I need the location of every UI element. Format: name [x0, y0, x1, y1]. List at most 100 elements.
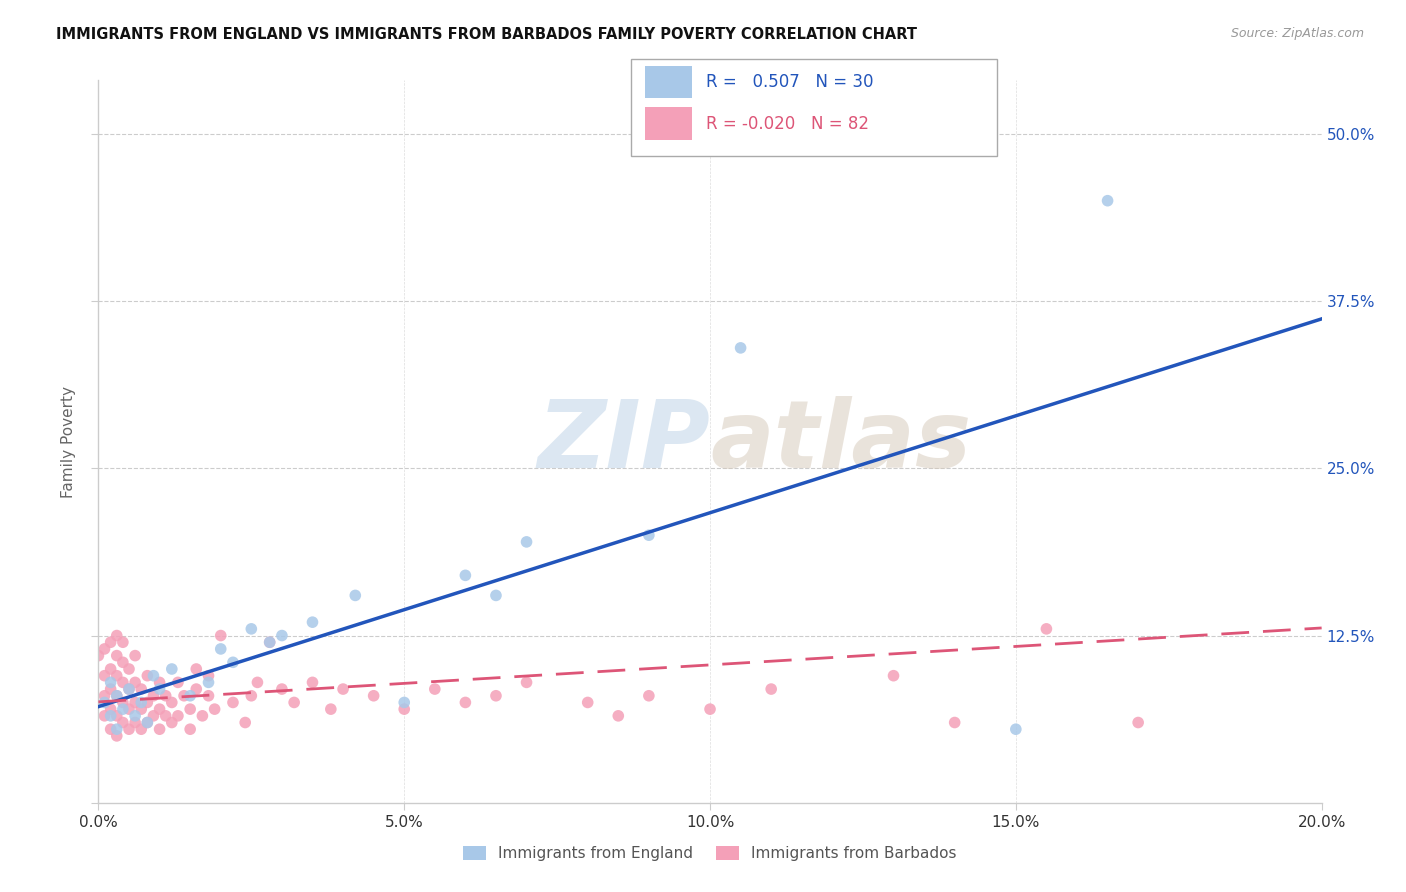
Point	[270, 628, 292, 642]
Point	[118, 662, 141, 676]
Point	[637, 689, 661, 703]
Point	[943, 715, 966, 730]
Point	[149, 702, 172, 716]
Point	[124, 675, 146, 690]
Point	[167, 675, 190, 690]
Point	[485, 589, 508, 603]
Point	[100, 675, 122, 690]
Text: atlas: atlas	[710, 395, 972, 488]
Point	[111, 696, 134, 710]
Point	[118, 681, 141, 696]
Point	[136, 669, 159, 683]
Bar	[645, 107, 692, 139]
Point	[344, 589, 367, 603]
Bar	[645, 66, 692, 98]
Point	[129, 696, 152, 710]
Point	[332, 681, 354, 696]
Point	[160, 696, 183, 710]
Y-axis label: Family Poverty: Family Poverty	[60, 385, 76, 498]
Point	[118, 723, 141, 737]
Point	[1097, 194, 1119, 208]
Point	[240, 689, 263, 703]
Point	[363, 689, 385, 703]
Point	[186, 662, 208, 676]
Text: R =   0.507   N = 30: R = 0.507 N = 30	[706, 73, 875, 91]
Point	[301, 675, 323, 690]
Point	[179, 702, 201, 716]
Point	[454, 696, 477, 710]
Point	[516, 534, 538, 549]
Point	[197, 689, 219, 703]
Text: Source: ZipAtlas.com: Source: ZipAtlas.com	[1230, 27, 1364, 40]
Point	[111, 635, 134, 649]
Point	[100, 708, 122, 723]
Point	[129, 723, 152, 737]
Point	[209, 628, 232, 642]
Point	[392, 696, 416, 710]
Point	[1004, 723, 1026, 737]
Point	[240, 622, 263, 636]
Point	[454, 568, 477, 582]
Point	[319, 702, 342, 716]
Point	[93, 696, 115, 710]
Point	[516, 675, 538, 690]
Point	[124, 708, 146, 723]
Point	[149, 675, 172, 690]
Point	[124, 696, 146, 710]
Point	[105, 648, 128, 663]
Text: ZIP: ZIP	[537, 395, 710, 488]
Point	[233, 715, 256, 730]
Point	[259, 635, 281, 649]
Point	[100, 702, 122, 716]
Point	[136, 715, 159, 730]
Point	[485, 689, 508, 703]
Point	[136, 715, 159, 730]
Point	[136, 696, 159, 710]
Point	[105, 669, 128, 683]
Point	[124, 715, 146, 730]
Point	[637, 528, 661, 542]
Point	[118, 702, 141, 716]
Point	[149, 681, 172, 696]
Point	[105, 708, 128, 723]
Point	[301, 615, 323, 630]
Point	[1035, 622, 1057, 636]
Point	[209, 642, 232, 657]
Point	[124, 648, 146, 663]
Point	[105, 689, 128, 703]
Point	[160, 715, 183, 730]
Point	[222, 655, 245, 669]
Point	[179, 723, 201, 737]
Point	[191, 708, 214, 723]
Point	[759, 681, 782, 696]
Point	[730, 341, 752, 355]
Point	[111, 702, 134, 716]
Point	[111, 715, 134, 730]
Point	[607, 708, 630, 723]
Point	[93, 642, 115, 657]
Point	[93, 708, 115, 723]
Point	[392, 702, 416, 716]
FancyBboxPatch shape	[630, 59, 997, 156]
Point	[111, 675, 134, 690]
Point	[1128, 715, 1150, 730]
Point	[105, 689, 128, 703]
Point	[270, 681, 292, 696]
Point	[699, 702, 721, 716]
Point	[111, 655, 134, 669]
Point	[883, 669, 905, 683]
Point	[118, 681, 141, 696]
Point	[167, 708, 190, 723]
Point	[173, 689, 195, 703]
Point	[142, 708, 165, 723]
Point	[186, 681, 208, 696]
Point	[155, 708, 177, 723]
Point	[246, 675, 269, 690]
Point	[142, 669, 165, 683]
Point	[222, 696, 245, 710]
Point	[105, 628, 128, 642]
Point	[283, 696, 305, 710]
Point	[160, 662, 183, 676]
Text: R = -0.020   N = 82: R = -0.020 N = 82	[706, 115, 869, 133]
Point	[149, 723, 172, 737]
